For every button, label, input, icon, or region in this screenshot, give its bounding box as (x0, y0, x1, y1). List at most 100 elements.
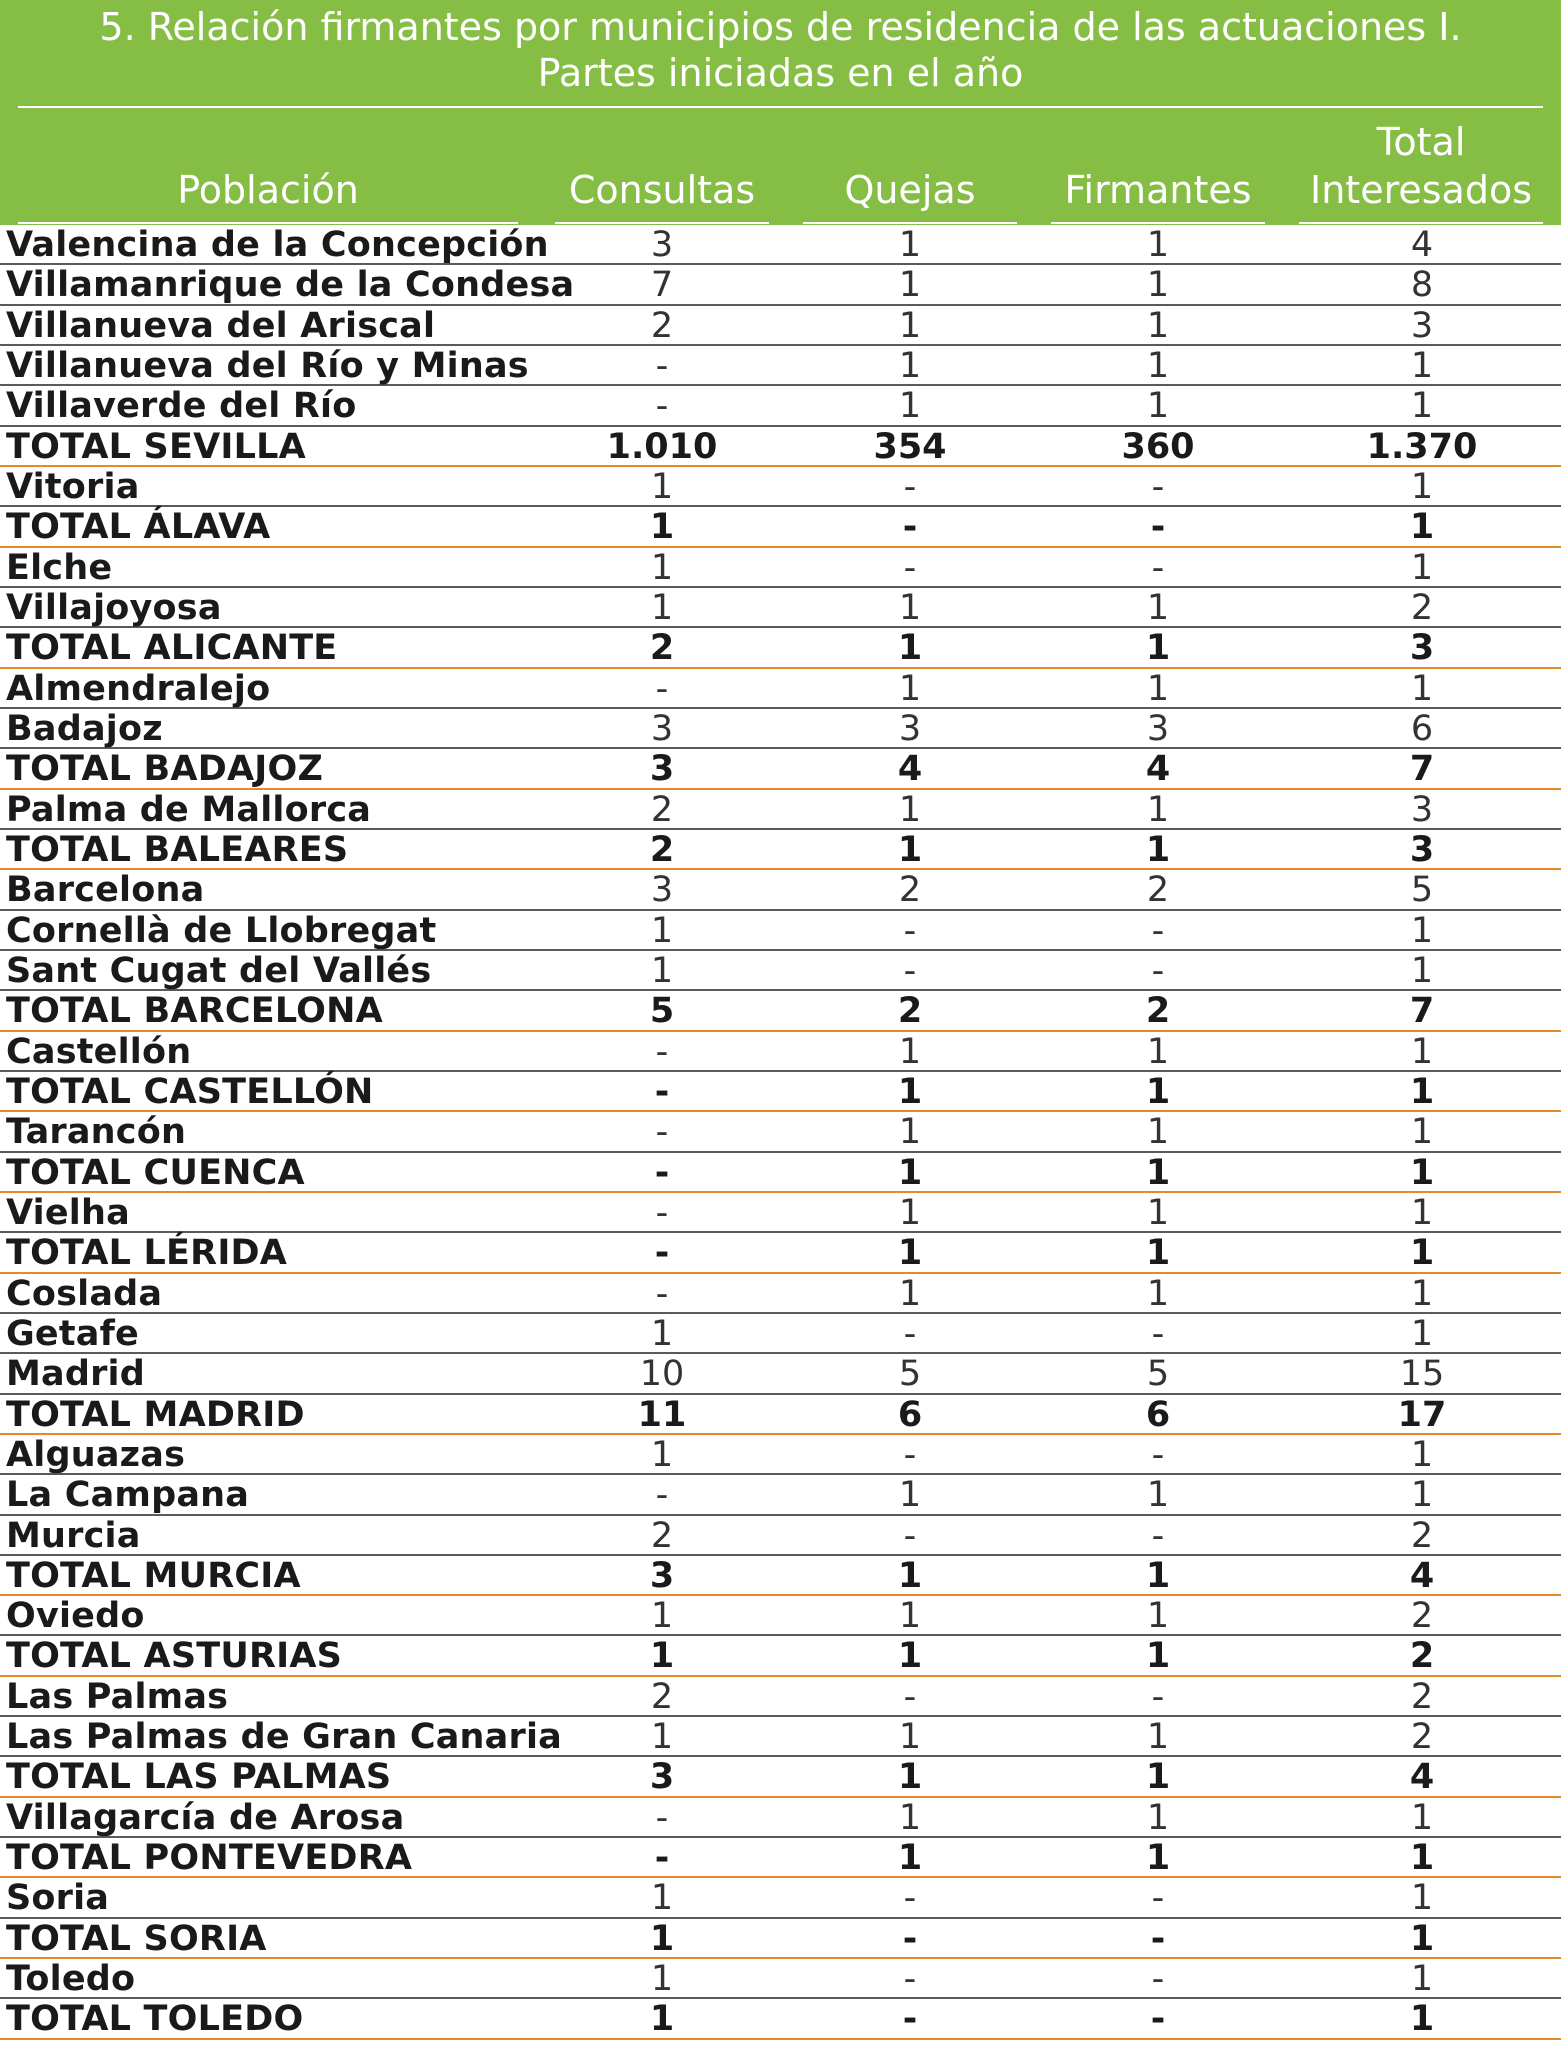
row-consultas: 1 (650, 950, 674, 991)
table-row: Villaverde del Río - 1 1 1 (0, 386, 1561, 427)
row-total-interesados: 1 (1410, 1475, 1434, 1516)
row-quejas: 1 (898, 386, 922, 427)
row-consultas: - (654, 1838, 670, 1879)
row-quejas: 1 (898, 345, 922, 386)
table-row: Badajoz 3 3 3 6 (0, 708, 1561, 750)
row-quejas: 1 (898, 668, 922, 709)
row-firmantes: - (1151, 547, 1165, 588)
row-consultas: 1 (650, 547, 674, 588)
row-total-interesados: 1 (1410, 466, 1434, 507)
row-consultas: 1 (650, 910, 674, 951)
row-poblacion: TOTAL CUENCA (6, 1152, 305, 1193)
row-quejas: 1 (897, 1233, 923, 1274)
row-consultas: 3 (649, 749, 675, 790)
row-consultas: 2 (650, 1515, 674, 1556)
table-row: Palma de Mallorca 2 1 1 3 (0, 790, 1561, 830)
row-total-interesados: 3 (1409, 829, 1435, 870)
row-poblacion: TOTAL ASTURIAS (6, 1636, 343, 1677)
row-firmantes: - (1151, 466, 1165, 507)
row-consultas: 2 (649, 829, 675, 870)
row-firmantes: 6 (1145, 1394, 1171, 1435)
row-quejas: - (903, 1515, 917, 1556)
row-consultas: 1 (650, 466, 674, 507)
row-firmantes: 1 (1146, 225, 1170, 265)
row-poblacion: Elche (6, 547, 113, 588)
row-total-interesados: 1 (1410, 1878, 1434, 1919)
row-consultas: 1 (650, 587, 674, 628)
row-total-interesados: 17 (1397, 1394, 1447, 1435)
table-row: Coslada - 1 1 1 (0, 1274, 1561, 1314)
row-poblacion: Villanueva del Ariscal (6, 305, 436, 346)
row-firmantes: - (1151, 1676, 1165, 1717)
row-poblacion: Las Palmas (6, 1676, 229, 1717)
row-total-interesados: 1 (1410, 1959, 1434, 2000)
row-consultas: 1 (650, 1959, 674, 2000)
row-consultas: 1 (649, 1918, 675, 1959)
row-quejas: 1 (897, 1152, 923, 1193)
row-poblacion: TOTAL LAS PALMAS (6, 1757, 392, 1798)
table-row: Las Palmas 2 - - 2 (0, 1676, 1561, 1718)
table-row: Valencina de la Concepción 3 1 1 4 (0, 225, 1561, 266)
row-poblacion: Murcia (6, 1515, 141, 1556)
row-quejas: 1 (898, 305, 922, 346)
row-consultas: 3 (649, 1555, 675, 1596)
row-firmantes: - (1151, 910, 1165, 951)
row-firmantes: 1 (1145, 1636, 1171, 1677)
column-header-poblacion: Población (18, 120, 518, 224)
table-row: Barcelona 3 2 2 5 (0, 870, 1561, 911)
row-quejas: 5 (898, 1354, 922, 1395)
row-firmantes: 1 (1146, 1192, 1170, 1233)
row-quejas: - (902, 1999, 918, 2040)
row-total-interesados: 1 (1410, 1192, 1434, 1233)
table-title-line2: Partes iniciadas en el año (537, 51, 1024, 95)
row-quejas: 1 (897, 1555, 923, 1596)
row-poblacion: Villamanrique de la Condesa (6, 265, 575, 306)
row-poblacion: Castellón (6, 1031, 192, 1072)
table-total-row: TOTAL PONTEVEDRA - 1 1 1 (0, 1838, 1561, 1879)
column-header-underline (803, 222, 1017, 224)
table-row: Murcia 2 - - 2 (0, 1516, 1561, 1556)
row-total-interesados: 2 (1410, 587, 1434, 628)
row-firmantes: 1 (1145, 1152, 1171, 1193)
row-firmantes: 1 (1146, 1112, 1170, 1153)
row-firmantes: - (1151, 1313, 1165, 1354)
row-consultas: 1 (649, 1999, 675, 2040)
row-poblacion: Oviedo (6, 1596, 145, 1637)
row-poblacion: Madrid (6, 1354, 146, 1395)
table-row: Villagarcía de Arosa - 1 1 1 (0, 1798, 1561, 1839)
row-poblacion: Vitoria (6, 466, 140, 507)
table-row: Tarancón - 1 1 1 (0, 1112, 1561, 1153)
row-quejas: 1 (898, 1112, 922, 1153)
table-total-row: TOTAL BALEARES 2 1 1 3 (0, 829, 1561, 871)
row-poblacion: Toledo (6, 1959, 136, 2000)
row-quejas: 1 (898, 1596, 922, 1637)
row-quejas: 4 (897, 749, 923, 790)
row-consultas: - (655, 1192, 669, 1233)
row-poblacion: TOTAL CASTELLÓN (6, 1071, 374, 1112)
table-total-row: TOTAL ÁLAVA 1 - - 1 (0, 507, 1561, 548)
row-firmantes: 1 (1146, 587, 1170, 628)
row-quejas: 354 (873, 426, 947, 467)
row-firmantes: 1 (1146, 1596, 1170, 1637)
table-row: Almendralejo - 1 1 1 (0, 669, 1561, 709)
row-quejas: 1 (897, 1071, 923, 1112)
row-firmantes: 5 (1146, 1354, 1170, 1395)
row-consultas: - (655, 1273, 669, 1314)
table-total-row: TOTAL SEVILLA 1.010 354 360 1.370 (0, 427, 1561, 467)
row-consultas: - (654, 1071, 670, 1112)
row-firmantes: 4 (1145, 749, 1171, 790)
row-firmantes: - (1150, 507, 1166, 548)
table-row: Madrid 10 5 5 15 (0, 1354, 1561, 1395)
row-quejas: 1 (898, 1717, 922, 1758)
row-firmantes: 360 (1121, 426, 1195, 467)
row-quejas: 1 (898, 1192, 922, 1233)
row-total-interesados: 3 (1410, 305, 1434, 346)
row-consultas: - (655, 668, 669, 709)
row-quejas: 1 (897, 829, 923, 870)
row-poblacion: Villajoyosa (6, 587, 222, 628)
row-quejas: 3 (898, 708, 922, 749)
row-consultas: 2 (650, 789, 674, 830)
row-quejas: - (903, 1959, 917, 2000)
table-row: Oviedo 1 1 1 2 (0, 1596, 1561, 1637)
row-total-interesados: 3 (1409, 628, 1435, 669)
